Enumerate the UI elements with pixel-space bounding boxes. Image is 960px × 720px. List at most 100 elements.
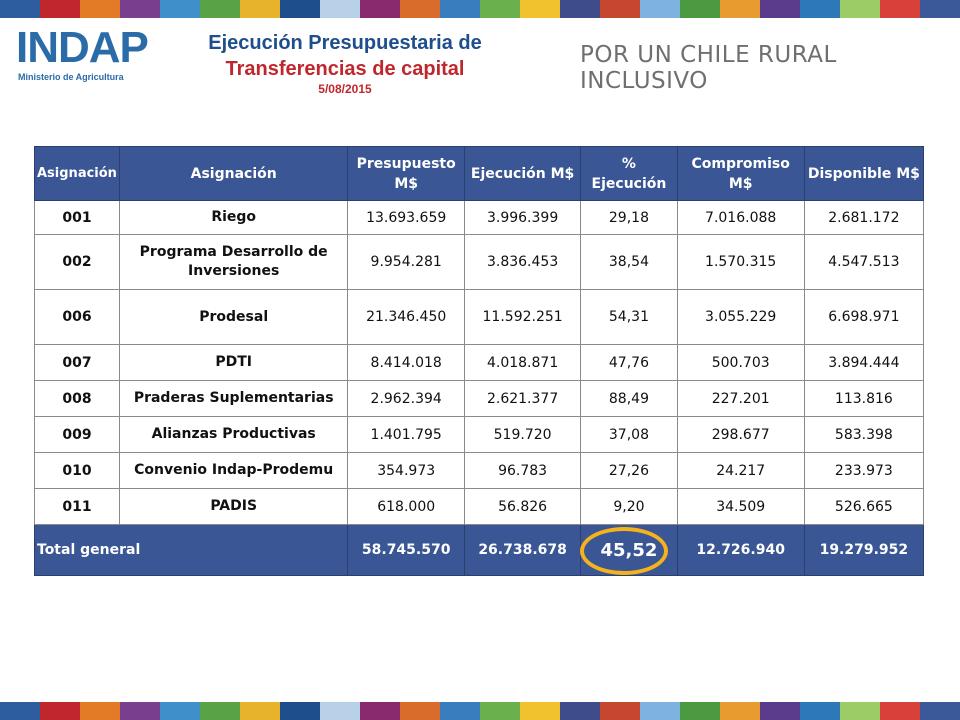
title-line-2: Transferencias de capital — [225, 58, 465, 80]
cell-presupuesto: 354.973 — [347, 452, 465, 489]
stripe-segment — [200, 702, 240, 720]
cell-disponible: 526.665 — [803, 488, 925, 525]
cell-pct: 37,08 — [580, 416, 678, 453]
stripe-segment — [280, 0, 320, 18]
cell-disponible: 233.973 — [803, 452, 925, 489]
cell-compromiso: 3.055.229 — [676, 289, 805, 345]
cell-code: 006 — [34, 289, 120, 345]
cell-compromiso: 500.703 — [676, 344, 805, 381]
total-disponible: 19.279.952 — [803, 524, 925, 576]
cell-name: PADIS — [118, 488, 349, 525]
title-line-1: Ejecución Presupuestaria de — [208, 32, 482, 54]
stripe-segment — [680, 702, 720, 720]
cell-code: 002 — [34, 234, 120, 290]
cell-ejecucion: 519.720 — [463, 416, 582, 453]
stripe-segment — [840, 702, 880, 720]
cell-disponible: 583.398 — [803, 416, 925, 453]
total-pct-highlight: 45,52 — [580, 526, 669, 575]
cell-presupuesto: 1.401.795 — [347, 416, 465, 453]
stripe-segment — [240, 702, 280, 720]
cell-disponible: 3.894.444 — [803, 344, 925, 381]
stripe-segment — [520, 0, 560, 18]
stripe-segment — [640, 702, 680, 720]
total-compromiso: 12.726.940 — [676, 524, 805, 576]
col-header-ejecucion: Ejecución M$ — [463, 146, 582, 201]
top-color-stripe — [0, 0, 960, 18]
stripe-segment — [440, 702, 480, 720]
cell-compromiso: 227.201 — [676, 380, 805, 417]
stripe-segment — [240, 0, 280, 18]
cell-pct: 88,49 — [580, 380, 678, 417]
stripe-segment — [760, 0, 800, 18]
table-row: 007 PDTI 8.414.018 4.018.871 47,76 500.703 3.8… — [34, 344, 925, 381]
stripe-segment — [120, 702, 160, 720]
stripe-segment — [280, 702, 320, 720]
stripe-segment — [920, 0, 960, 18]
cell-pct: 47,76 — [580, 344, 678, 381]
cell-name: PDTI — [118, 344, 349, 381]
stripe-segment — [800, 702, 840, 720]
cell-presupuesto: 13.693.659 — [347, 200, 465, 235]
cell-pct: 27,26 — [580, 452, 678, 489]
stripe-segment — [520, 702, 560, 720]
budget-table: Asignación Asignación Presupuesto M$ Eje… — [33, 146, 925, 576]
page-title: Ejecución Presupuestaria de Transferenci… — [180, 30, 510, 96]
stripe-segment — [560, 0, 600, 18]
logo-subtext: Ministerio de Agricultura — [18, 72, 124, 82]
stripe-segment — [720, 0, 760, 18]
total-presupuesto: 58.745.570 — [347, 524, 465, 576]
cell-name: Programa Desarrollo de Inversiones — [118, 234, 349, 290]
cell-disponible: 6.698.971 — [803, 289, 925, 345]
cell-ejecucion: 3.996.399 — [463, 200, 582, 235]
stripe-segment — [720, 702, 760, 720]
stripe-segment — [760, 702, 800, 720]
cell-name: Praderas Suplementarias — [118, 380, 349, 417]
bottom-color-stripe — [0, 702, 960, 720]
col-header-name: Asignación — [118, 146, 349, 201]
stripe-segment — [320, 702, 360, 720]
stripe-segment — [160, 702, 200, 720]
cell-presupuesto: 21.346.450 — [347, 289, 465, 345]
stripe-segment — [0, 702, 40, 720]
cell-disponible: 113.816 — [803, 380, 925, 417]
col-header-presupuesto: Presupuesto M$ — [347, 146, 465, 201]
logo-text: INDAP — [16, 23, 149, 72]
stripe-segment — [880, 702, 920, 720]
cell-ejecucion: 2.621.377 — [463, 380, 582, 417]
cell-name: Convenio Indap-Prodemu — [118, 452, 349, 489]
stripe-segment — [680, 0, 720, 18]
cell-ejecucion: 96.783 — [463, 452, 582, 489]
stripe-segment — [0, 0, 40, 18]
table-row: 009 Alianzas Productivas 1.401.795 519.720 3… — [34, 416, 925, 453]
stripe-segment — [400, 0, 440, 18]
cell-presupuesto: 8.414.018 — [347, 344, 465, 381]
cell-compromiso: 1.570.315 — [676, 234, 805, 290]
stripe-segment — [880, 0, 920, 18]
table-row: 008 Praderas Suplementarias 2.962.394 2.621… — [34, 380, 925, 417]
cell-disponible: 2.681.172 — [803, 200, 925, 235]
table-row: 010 Convenio Indap-Prodemu 354.973 96.783 27… — [34, 452, 925, 489]
stripe-segment — [40, 702, 80, 720]
stripe-segment — [360, 0, 400, 18]
cell-compromiso: 298.677 — [676, 416, 805, 453]
cell-pct: 29,18 — [580, 200, 678, 235]
stripe-segment — [80, 702, 120, 720]
cell-code: 008 — [34, 380, 120, 417]
table-row: 011 PADIS 618.000 56.826 9,20 34.509 526.665 — [34, 488, 925, 525]
stripe-segment — [80, 0, 120, 18]
cell-code: 011 — [34, 488, 120, 525]
col-header-pct: % Ejecución — [580, 146, 678, 201]
total-label: Total general — [33, 524, 349, 576]
cell-compromiso: 7.016.088 — [676, 200, 805, 235]
report-date: 5/08/2015 — [318, 82, 372, 96]
cell-compromiso: 34.509 — [676, 488, 805, 525]
cell-pct: 9,20 — [580, 488, 678, 525]
cell-name: Prodesal — [118, 289, 349, 345]
total-pct-cell: 45,52 — [580, 524, 678, 576]
cell-presupuesto: 9.954.281 — [347, 234, 465, 290]
stripe-segment — [360, 702, 400, 720]
cell-ejecucion: 4.018.871 — [463, 344, 582, 381]
cell-ejecucion: 56.826 — [463, 488, 582, 525]
cell-ejecucion: 3.836.453 — [463, 234, 582, 290]
cell-presupuesto: 2.962.394 — [347, 380, 465, 417]
